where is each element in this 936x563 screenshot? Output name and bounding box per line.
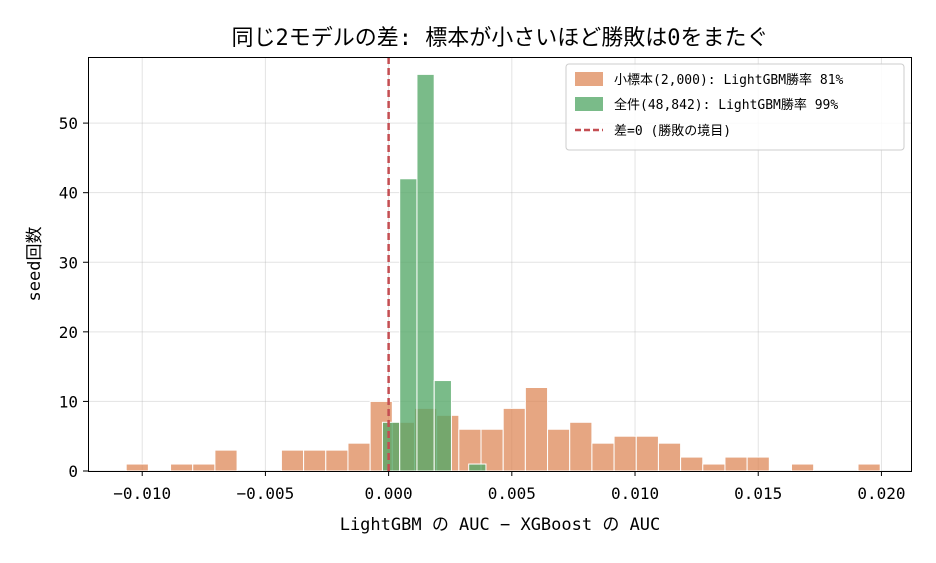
bar-small-sample <box>591 442 615 472</box>
plot-frame <box>88 57 912 472</box>
bar-small-sample <box>702 463 726 472</box>
x-tick-label: 0.015 <box>734 484 782 503</box>
y-axis-label: seed回数 <box>25 227 45 302</box>
bar-small-sample <box>170 463 194 472</box>
bar-full-data <box>381 421 401 472</box>
chart-title: 同じ2モデルの差: 標本が小さいほど勝敗は0をまたぐ <box>232 26 769 51</box>
y-tick-label: 30 <box>59 253 78 272</box>
bar-full-data <box>433 380 452 472</box>
x-tick-label: 0.000 <box>365 484 413 503</box>
x-axis-label: LightGBM の AUC − XGBoost の AUC <box>340 515 661 535</box>
x-tick-label: −0.010 <box>113 484 171 503</box>
bar-small-sample <box>502 407 526 472</box>
bar-small-sample <box>680 456 704 472</box>
legend-swatch-small-sample <box>575 72 603 86</box>
x-axis-ticks: −0.010 −0.005 0.000 0.005 0.010 0.015 0.020 <box>113 471 906 503</box>
bar-small-sample <box>790 463 815 472</box>
x-tick-label: 0.020 <box>857 484 905 503</box>
y-tick-label: 50 <box>59 114 78 133</box>
bar-small-sample <box>635 435 659 472</box>
y-tick-label: 20 <box>59 323 78 342</box>
legend-label-zero-line: 差=0 (勝敗の境目) <box>614 124 731 139</box>
bar-small-sample <box>214 449 238 472</box>
x-tick-label: −0.005 <box>237 484 295 503</box>
bar-small-sample <box>547 428 571 472</box>
legend-box <box>565 63 905 151</box>
y-tick-label: 40 <box>59 184 78 203</box>
y-tick-label: 0 <box>68 462 78 481</box>
bar-small-sample <box>303 449 327 472</box>
bar-small-sample <box>347 442 371 472</box>
bar-small-sample <box>125 463 149 472</box>
x-tick-label: 0.010 <box>611 484 659 503</box>
bar-small-sample <box>280 449 305 472</box>
bar-small-sample <box>524 387 549 472</box>
bar-small-sample <box>325 449 349 472</box>
bar-small-sample <box>724 456 748 472</box>
bar-small-sample <box>613 435 637 472</box>
bar-full-data <box>416 73 435 472</box>
bar-small-sample <box>192 463 216 472</box>
legend-swatch-full-data <box>575 97 603 111</box>
bar-small-sample <box>857 463 881 472</box>
legend-label-small-sample: 小標本(2,000): LightGBM勝率 81% <box>614 72 844 88</box>
y-axis-ticks: 0 10 20 30 40 50 <box>59 114 88 481</box>
bar-full-data <box>399 178 418 472</box>
x-tick-label: 0.005 <box>488 484 536 503</box>
legend-label-full-data: 全件(48,842): LightGBM勝率 99% <box>614 97 838 113</box>
bar-small-sample <box>657 442 682 472</box>
bar-small-sample <box>746 456 770 472</box>
legend: 小標本(2,000): LightGBM勝率 81% 全件(48,842): L… <box>565 63 905 151</box>
bar-small-sample <box>569 421 593 472</box>
y-tick-label: 10 <box>59 392 78 411</box>
bar-full-data <box>468 463 487 472</box>
